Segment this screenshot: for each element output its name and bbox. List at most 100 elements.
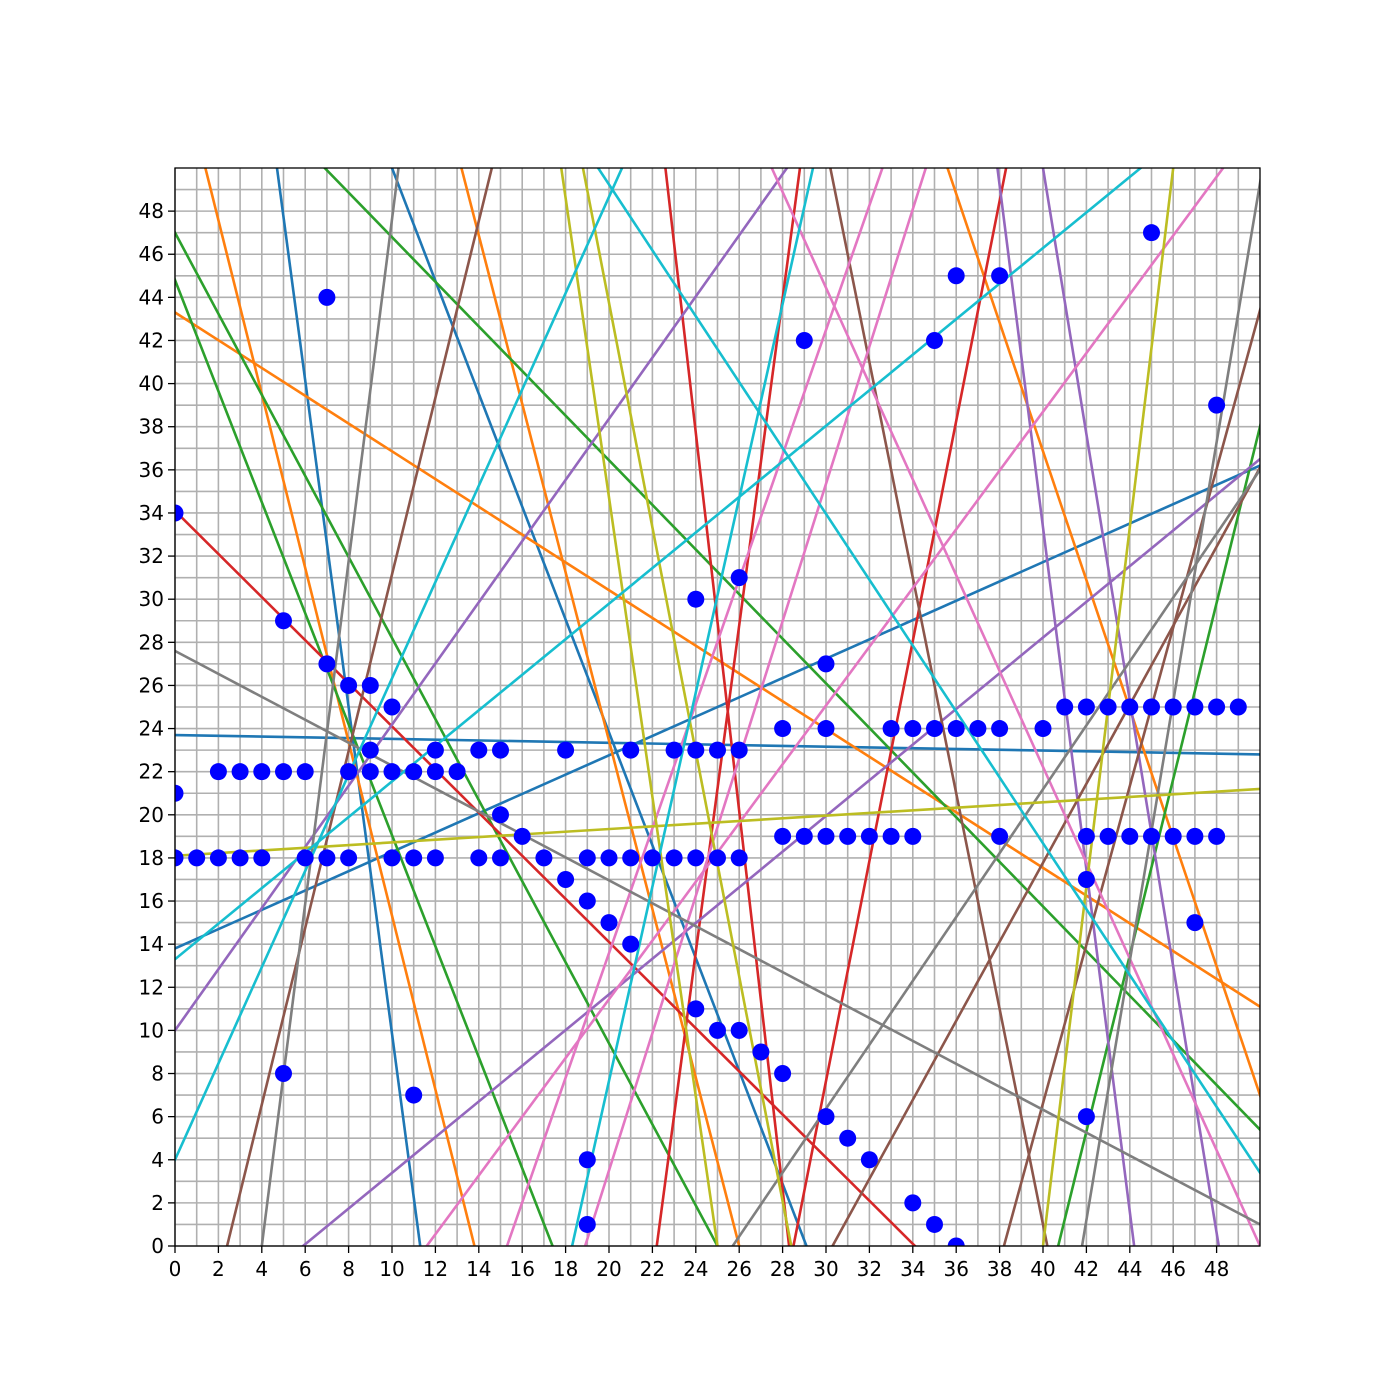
scatter-point [470, 849, 488, 867]
scatter-point [622, 849, 640, 867]
scatter-point [340, 763, 358, 781]
scatter-point [175, 849, 184, 867]
x-tick-label: 28 [770, 1257, 795, 1281]
scatter-point [1164, 698, 1182, 716]
y-tick-label: 48 [139, 199, 164, 223]
y-tick-label: 24 [139, 717, 164, 741]
scatter-point [795, 331, 813, 349]
y-tick-label: 6 [151, 1105, 164, 1129]
x-tick-label: 38 [987, 1257, 1012, 1281]
scatter-point [383, 763, 401, 781]
scatter-point [188, 849, 206, 867]
x-tick-label: 42 [1074, 1257, 1099, 1281]
scatter-point [1143, 827, 1160, 845]
scatter-point [991, 267, 1009, 285]
y-tick-label: 2 [151, 1191, 164, 1215]
y-tick-label: 18 [139, 846, 164, 870]
scatter-point [1077, 870, 1095, 888]
scatter-point [600, 914, 618, 932]
x-tick-label: 16 [509, 1257, 534, 1281]
scatter-point [557, 741, 575, 759]
y-tick-label: 12 [139, 975, 164, 999]
x-tick-label: 44 [1117, 1257, 1142, 1281]
scatter-point [752, 1043, 770, 1061]
scatter-point [1143, 698, 1160, 716]
scatter-point [687, 1000, 705, 1018]
scatter-point [1143, 224, 1160, 242]
scatter-point [730, 849, 748, 867]
scatter-point [839, 827, 857, 845]
scatter-point [1164, 827, 1182, 845]
y-tick-label: 22 [139, 760, 164, 784]
scatter-point [318, 849, 336, 867]
scatter-point [774, 720, 792, 738]
x-tick-label: 12 [423, 1257, 448, 1281]
scatter-point [947, 267, 965, 285]
scatter-point [947, 720, 965, 738]
scatter-point [991, 827, 1009, 845]
scatter-point [926, 331, 943, 349]
x-tick-label: 32 [857, 1257, 882, 1281]
scatter-point [882, 827, 900, 845]
y-tick-label: 36 [139, 458, 164, 482]
scatter-point [730, 1021, 748, 1039]
scatter-point [730, 741, 748, 759]
scatter-point [774, 827, 792, 845]
scatter-point [1208, 396, 1226, 414]
scatter-point [1034, 720, 1052, 738]
scatter-point [405, 1086, 423, 1104]
scatter-point [1077, 698, 1095, 716]
y-tick-label: 42 [139, 328, 164, 352]
scatter-point [253, 849, 271, 867]
scatter-point [1229, 698, 1247, 716]
x-axis: 0 2 4 6 8 10 12 14 16 18 20 22 24 26 28 30 32 34 36 38 40 42 4… [169, 1246, 1229, 1281]
scatter-point [557, 870, 575, 888]
scatter-point [622, 935, 640, 953]
grid [174, 168, 1260, 1247]
scatter-point [882, 720, 900, 738]
series-line [175, 787, 1260, 858]
y-tick-label: 26 [139, 673, 164, 697]
scatter-point [1186, 698, 1204, 716]
x-tick-label: 24 [683, 1257, 708, 1281]
scatter-point [448, 763, 466, 781]
x-tick-label: 40 [1030, 1257, 1055, 1281]
x-tick-label: 46 [1160, 1257, 1185, 1281]
scatter-point [405, 849, 423, 867]
scatter-point [1099, 827, 1117, 845]
x-tick-label: 36 [943, 1257, 968, 1281]
scatter-point [947, 1237, 965, 1246]
x-tick-label: 30 [813, 1257, 838, 1281]
scatter-point [578, 892, 596, 910]
scatter-point [1208, 827, 1226, 845]
scatter-point [405, 763, 423, 781]
scatter-point [1077, 1108, 1095, 1126]
scatter-point [860, 1151, 878, 1169]
scatter-point [991, 720, 1009, 738]
x-tick-label: 0 [169, 1257, 182, 1281]
x-tick-label: 14 [466, 1257, 491, 1281]
scatter-point [817, 720, 835, 738]
scatter-point [361, 741, 379, 759]
scatter-point [513, 827, 531, 845]
scatter-point [231, 763, 249, 781]
scatter-point [904, 720, 922, 738]
